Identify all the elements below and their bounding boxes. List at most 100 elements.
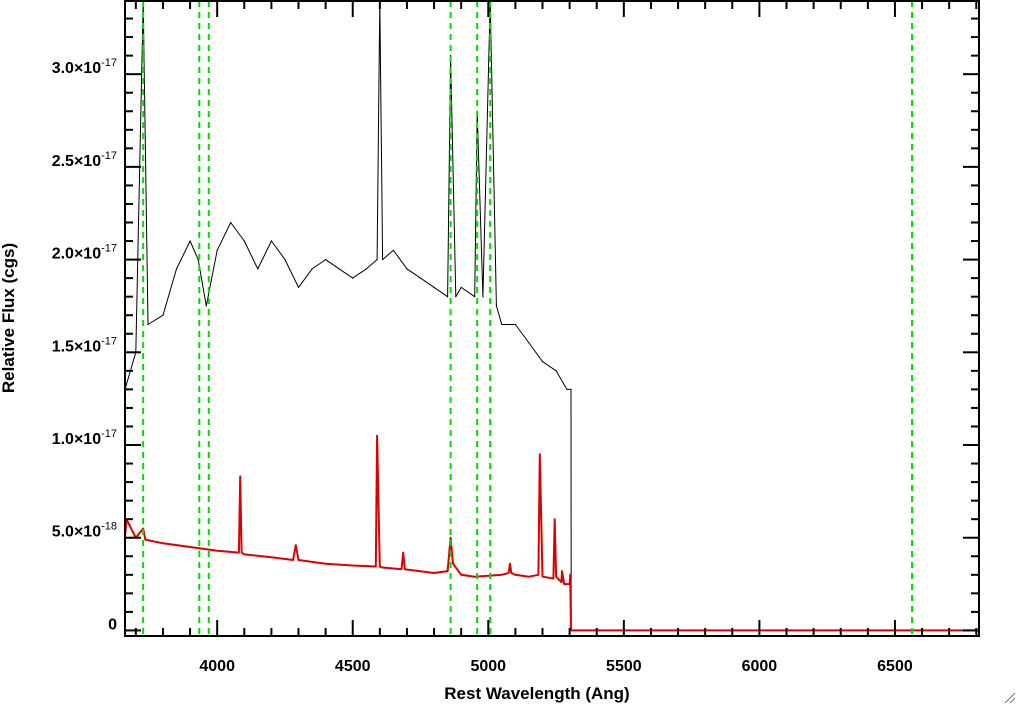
- spectrum-2-point: [541, 576, 544, 578]
- spectrum-1-point: [482, 296, 484, 298]
- spectrum-2-point: [452, 563, 454, 565]
- x-tick-labels: 4000 4500 5000 5500 6000 6500: [199, 658, 912, 675]
- x-axis-title: Rest Wavelength (Ang): [444, 684, 629, 703]
- spectrum-2-point: [402, 552, 404, 554]
- spectrum-2-point: [552, 577, 555, 580]
- spectrum-1-point: [270, 240, 272, 242]
- spectrum-1-point: [455, 296, 457, 298]
- spectra-group: [124, 0, 980, 632]
- spectrum-2-point: [144, 539, 146, 541]
- spectrum-2-point: [238, 552, 240, 554]
- y-tick-label: 3.0×10-17: [52, 57, 117, 77]
- spectrum-1-point: [338, 268, 340, 270]
- spectrum-line-1: [124, 0, 979, 631]
- spectrum-1-point: [297, 286, 300, 288]
- spectrum-1-point: [175, 268, 178, 270]
- spectrum-2-point: [400, 568, 403, 570]
- reference-lines-group: [142, 1, 914, 636]
- y-tick-label: 2.5×10-17: [52, 150, 117, 170]
- spectrum-1-point: [216, 249, 218, 251]
- spectrum-1-point: [555, 370, 557, 372]
- spectrum-1-point: [495, 305, 497, 307]
- spectrum-2-point: [509, 563, 511, 565]
- y-tick-labels: 0 5.0×10-18 1.0×10-17 1.5×10-17 2.0×10-17 2.5…: [52, 57, 117, 633]
- spectrum-1-point: [447, 296, 449, 298]
- spectrum-2-point: [433, 572, 435, 574]
- spectrum-1-point: [382, 259, 384, 261]
- spectrum-2-point: [563, 583, 565, 585]
- spectrum-2-point: [561, 570, 563, 572]
- spectrum-2-point: [216, 550, 218, 552]
- spectrum-1-point: [284, 259, 286, 261]
- spectrum-2-point: [537, 574, 540, 576]
- spectrum-2-point: [450, 537, 452, 539]
- spectrum-1-point: [450, 55, 452, 57]
- spectrum-2-point: [380, 566, 383, 569]
- spectrum-1-point: [205, 305, 207, 307]
- spectrum-2-point: [376, 435, 378, 437]
- y-tick-label: 0: [108, 616, 117, 633]
- y-tick-label: 1.0×10-17: [52, 428, 117, 448]
- spectrum-2-point: [510, 572, 512, 574]
- spectrum-1-point: [376, 259, 378, 261]
- x-tick-label: 6000: [742, 658, 778, 675]
- spectrum-2-point: [404, 568, 406, 570]
- x-tick-label: 4500: [335, 658, 371, 675]
- spectrum-2-point: [474, 576, 476, 578]
- spectrum-2-point: [554, 518, 556, 520]
- spectrum-1-point: [433, 286, 435, 288]
- y-axis-title: Relative Flux (cgs): [0, 243, 18, 393]
- spectrum-2-point: [570, 629, 572, 632]
- spectrum-line-2: [124, 434, 979, 632]
- spectrum-1-point: [541, 361, 544, 363]
- spectrum-2-point: [528, 576, 530, 578]
- spectrum-2-point: [375, 565, 377, 568]
- spectrum-2-point: [241, 552, 243, 554]
- spectrum-1-point: [230, 221, 232, 224]
- spectrum-2-point: [514, 574, 517, 576]
- spectrum-2-point: [447, 570, 449, 572]
- y-tick-label: 1.5×10-17: [52, 335, 117, 355]
- spectrum-2-point: [352, 564, 354, 567]
- spectrum-1-point: [528, 342, 530, 344]
- spectrum-2-point: [501, 574, 503, 576]
- axis-ticks: [125, 1, 979, 636]
- spectrum-1-point: [162, 314, 164, 316]
- spectrum-2-point: [239, 475, 241, 478]
- resize-grip-icon[interactable]: [1004, 692, 1016, 704]
- spectrum-1-point: [325, 259, 327, 261]
- x-tick-label: 5500: [606, 658, 642, 675]
- x-tick-label: 6500: [877, 658, 913, 675]
- spectrum-1-point: [501, 323, 503, 326]
- spectrum-1-point: [460, 286, 462, 288]
- x-tick-label: 4000: [199, 658, 235, 675]
- spectrum-1-point: [147, 323, 149, 326]
- spectrum-1-point: [406, 268, 408, 270]
- spectrum-1-point: [474, 296, 476, 298]
- spectrum-2-point: [460, 574, 462, 576]
- spectrum-1-point: [257, 268, 259, 270]
- spectrum-2-point: [297, 559, 300, 561]
- spectrum-2-point: [560, 581, 563, 583]
- plot-frame: [124, 0, 980, 637]
- spectrum-1-point: [392, 249, 394, 251]
- spectrum-2-point: [569, 574, 571, 576]
- spectrum-2-point: [270, 556, 272, 558]
- spectrum-2-point: [295, 544, 297, 546]
- spectrum-2-point: [292, 559, 294, 561]
- spectrum-1-point: [365, 268, 367, 270]
- x-tick-label: 5000: [470, 658, 506, 675]
- spectrum-2-point: [162, 542, 164, 544]
- spectrum-2-point: [508, 572, 510, 574]
- y-tick-label: 5.0×10-18: [52, 521, 117, 541]
- spectrum-2-point: [189, 546, 191, 548]
- spectrum-2-point: [379, 565, 381, 568]
- spectrum-1-point: [514, 323, 517, 326]
- spectrum-2-point: [487, 575, 489, 577]
- spectrum-1-point: [189, 240, 191, 242]
- spectrum-2-point: [325, 563, 327, 565]
- spectrum-2-point: [569, 583, 571, 585]
- spectrum-1-point: [419, 277, 422, 279]
- spectrum-1-point: [352, 277, 354, 279]
